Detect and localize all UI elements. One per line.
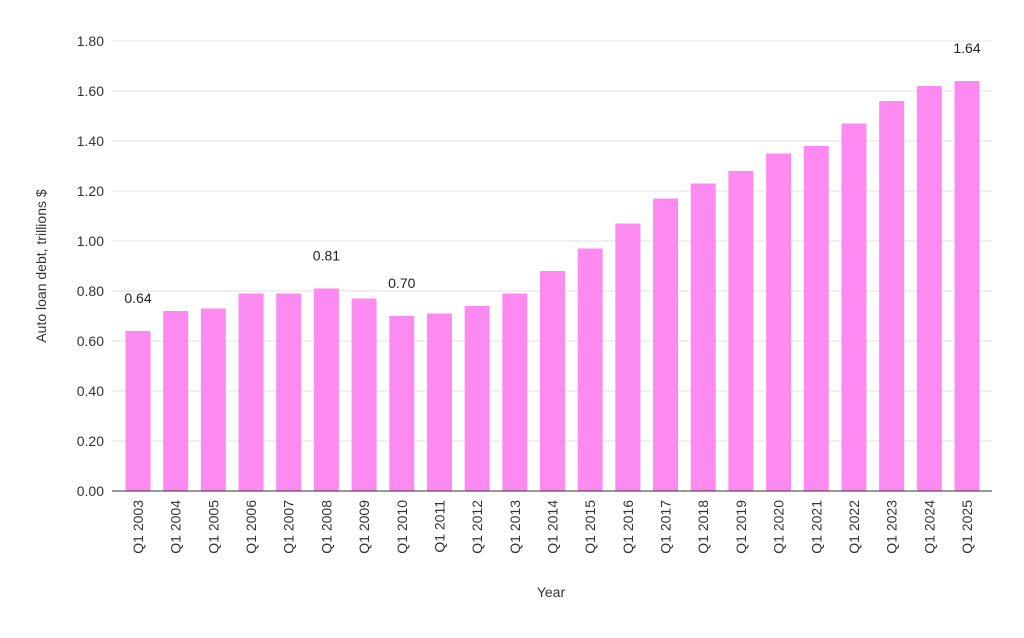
bar xyxy=(502,293,528,491)
bar xyxy=(615,223,641,491)
x-tick-label: Q1 2023 xyxy=(884,500,900,554)
x-tick-label: Q1 2022 xyxy=(846,500,862,554)
x-tick-label: Q1 2012 xyxy=(469,500,485,554)
x-tick-label: Q1 2004 xyxy=(168,500,184,554)
bar xyxy=(803,146,829,491)
x-tick-label: Q1 2024 xyxy=(921,500,937,554)
bar xyxy=(125,331,151,491)
bar xyxy=(200,308,226,491)
y-tick-label: 0.80 xyxy=(77,283,104,299)
x-tick-label: Q1 2008 xyxy=(318,500,334,554)
x-tick-label: Q1 2007 xyxy=(281,500,297,554)
bar xyxy=(351,298,377,491)
x-axis-title: Year xyxy=(537,584,566,600)
bar xyxy=(916,86,942,491)
x-tick-label: Q1 2020 xyxy=(771,500,787,554)
bar xyxy=(653,198,679,491)
x-tick-label: Q1 2006 xyxy=(243,500,259,554)
data-label: 0.70 xyxy=(388,275,415,291)
bar xyxy=(954,81,980,491)
x-tick-label: Q1 2009 xyxy=(356,500,372,554)
x-tick-label: Q1 2011 xyxy=(431,500,447,553)
y-tick-label: 1.20 xyxy=(77,183,104,199)
bar xyxy=(464,306,490,491)
x-tick-label: Q1 2005 xyxy=(205,500,221,554)
y-tick-label: 1.40 xyxy=(77,133,104,149)
y-tick-label: 0.40 xyxy=(77,383,104,399)
x-tick-label: Q1 2025 xyxy=(959,500,975,554)
bar xyxy=(238,293,264,491)
bar xyxy=(728,171,754,491)
x-tick-label: Q1 2014 xyxy=(545,500,561,554)
y-tick-label: 0.60 xyxy=(77,333,104,349)
bar xyxy=(577,248,603,491)
y-tick-label: 1.80 xyxy=(77,33,104,49)
x-tick-label: Q1 2003 xyxy=(130,500,146,554)
x-tick-label: Q1 2018 xyxy=(695,500,711,554)
x-tick-label: Q1 2010 xyxy=(394,500,410,554)
bar xyxy=(879,101,905,491)
bar xyxy=(690,183,716,491)
x-tick-label: Q1 2016 xyxy=(620,500,636,554)
x-tick-label: Q1 2013 xyxy=(507,500,523,554)
x-tick-label: Q1 2021 xyxy=(808,500,824,554)
bar xyxy=(389,316,415,491)
data-label: 0.64 xyxy=(124,290,151,306)
data-label: 1.64 xyxy=(953,40,980,56)
x-tick-label: Q1 2015 xyxy=(582,500,598,554)
bar xyxy=(841,123,867,491)
y-tick-label: 1.60 xyxy=(77,83,104,99)
bar xyxy=(163,311,189,491)
y-tick-label: 0.00 xyxy=(77,483,104,499)
y-tick-label: 1.00 xyxy=(77,233,104,249)
bar xyxy=(313,288,339,491)
bar xyxy=(766,153,792,491)
bar xyxy=(276,293,302,491)
x-tick-label: Q1 2017 xyxy=(658,500,674,554)
y-tick-label: 0.20 xyxy=(77,433,104,449)
bar xyxy=(540,271,565,491)
data-label: 0.81 xyxy=(313,248,340,264)
bar xyxy=(426,313,452,491)
x-tick-label: Q1 2019 xyxy=(733,500,749,554)
y-axis-title: Auto loan debt, trillions $ xyxy=(33,189,49,343)
